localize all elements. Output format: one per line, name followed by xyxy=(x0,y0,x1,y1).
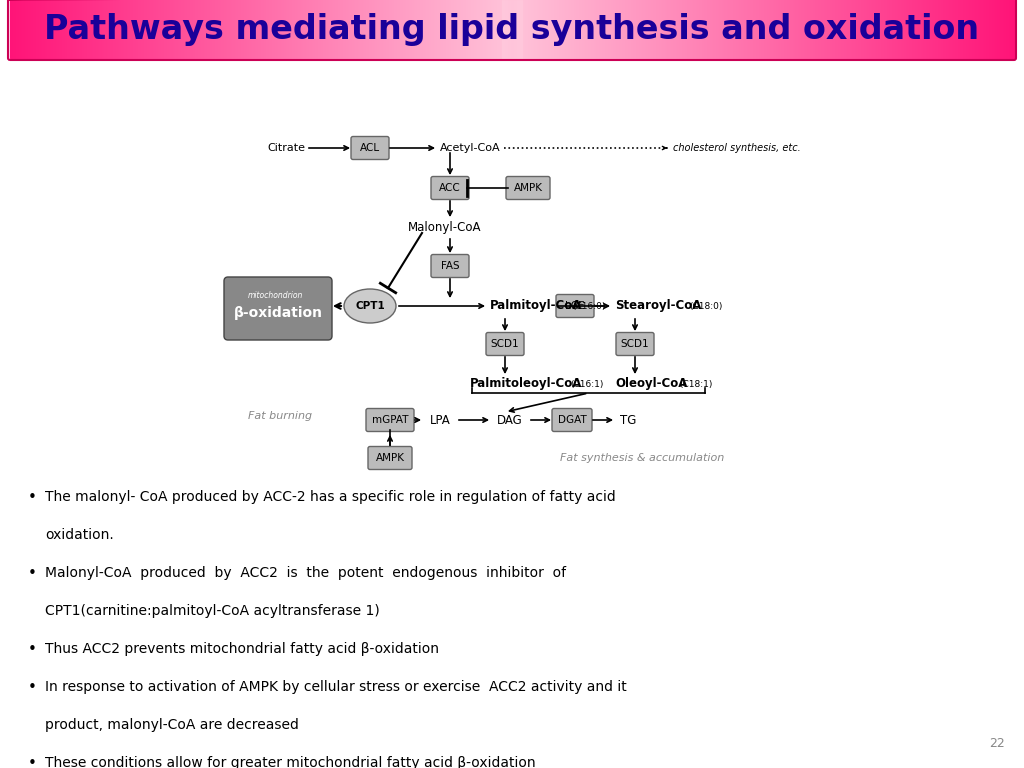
Text: Citrate: Citrate xyxy=(267,143,305,153)
Text: In response to activation of AMPK by cellular stress or exercise  ACC2 activity : In response to activation of AMPK by cel… xyxy=(45,680,627,694)
FancyBboxPatch shape xyxy=(366,409,414,432)
Text: (C16:0): (C16:0) xyxy=(572,303,605,312)
Text: •: • xyxy=(28,642,37,657)
FancyBboxPatch shape xyxy=(552,409,592,432)
Text: Stearoyl-CoA: Stearoyl-CoA xyxy=(615,300,701,313)
Text: Acetyl-CoA: Acetyl-CoA xyxy=(440,143,501,153)
Text: •: • xyxy=(28,566,37,581)
Text: Thus ACC2 prevents mitochondrial fatty acid β-oxidation: Thus ACC2 prevents mitochondrial fatty a… xyxy=(45,642,439,656)
Text: ACL: ACL xyxy=(360,143,380,153)
Text: oxidation.: oxidation. xyxy=(45,528,114,542)
FancyBboxPatch shape xyxy=(506,177,550,200)
Text: mGPAT: mGPAT xyxy=(372,415,409,425)
FancyBboxPatch shape xyxy=(368,446,412,469)
Text: LPA: LPA xyxy=(430,413,451,426)
Text: Palmitoleoyl-CoA: Palmitoleoyl-CoA xyxy=(470,376,583,389)
Text: CPT1: CPT1 xyxy=(355,301,385,311)
Text: (C18:0): (C18:0) xyxy=(689,303,722,312)
FancyBboxPatch shape xyxy=(431,177,469,200)
Text: •: • xyxy=(28,680,37,695)
Text: (C18:1): (C18:1) xyxy=(679,379,713,389)
Text: •: • xyxy=(28,490,37,505)
FancyBboxPatch shape xyxy=(616,333,654,356)
FancyBboxPatch shape xyxy=(351,137,389,160)
Text: These conditions allow for greater mitochondrial fatty acid β-oxidation: These conditions allow for greater mitoc… xyxy=(45,756,536,768)
Text: AMPK: AMPK xyxy=(376,453,404,463)
Text: DAG: DAG xyxy=(497,413,523,426)
Text: The malonyl- CoA produced by ACC-2 has a specific role in regulation of fatty ac: The malonyl- CoA produced by ACC-2 has a… xyxy=(45,490,615,504)
Text: Pathways mediating lipid synthesis and oxidation: Pathways mediating lipid synthesis and o… xyxy=(44,12,980,45)
Text: mitochondrion: mitochondrion xyxy=(248,292,303,300)
Ellipse shape xyxy=(344,289,396,323)
Text: ACC: ACC xyxy=(439,183,461,193)
Text: 22: 22 xyxy=(989,737,1005,750)
Text: FAS: FAS xyxy=(440,261,460,271)
Text: Palmitoyl-CoA: Palmitoyl-CoA xyxy=(490,300,583,313)
Text: DGAT: DGAT xyxy=(558,415,587,425)
Text: β-oxidation: β-oxidation xyxy=(233,306,323,320)
Text: CPT1(carnitine:palmitoyl-CoA acyltransferase 1): CPT1(carnitine:palmitoyl-CoA acyltransfe… xyxy=(45,604,380,618)
FancyBboxPatch shape xyxy=(556,294,594,317)
Text: SCD1: SCD1 xyxy=(621,339,649,349)
Text: product, malonyl-CoA are decreased: product, malonyl-CoA are decreased xyxy=(45,718,299,732)
Text: Malonyl-CoA: Malonyl-CoA xyxy=(409,221,481,234)
FancyBboxPatch shape xyxy=(431,254,469,277)
Text: Malonyl-CoA  produced  by  ACC2  is  the  potent  endogenous  inhibitor  of: Malonyl-CoA produced by ACC2 is the pote… xyxy=(45,566,566,580)
Text: cholesterol synthesis, etc.: cholesterol synthesis, etc. xyxy=(673,143,801,153)
FancyBboxPatch shape xyxy=(486,333,524,356)
Text: SCD1: SCD1 xyxy=(490,339,519,349)
Text: Fat synthesis & accumulation: Fat synthesis & accumulation xyxy=(560,453,724,463)
Text: (C16:1): (C16:1) xyxy=(570,379,603,389)
FancyBboxPatch shape xyxy=(224,277,332,340)
Text: Oleoyl-CoA: Oleoyl-CoA xyxy=(615,376,687,389)
Text: •: • xyxy=(28,756,37,768)
Text: LCE: LCE xyxy=(565,301,585,311)
Text: Fat burning: Fat burning xyxy=(248,411,312,421)
Text: TG: TG xyxy=(620,413,636,426)
Text: AMPK: AMPK xyxy=(513,183,543,193)
